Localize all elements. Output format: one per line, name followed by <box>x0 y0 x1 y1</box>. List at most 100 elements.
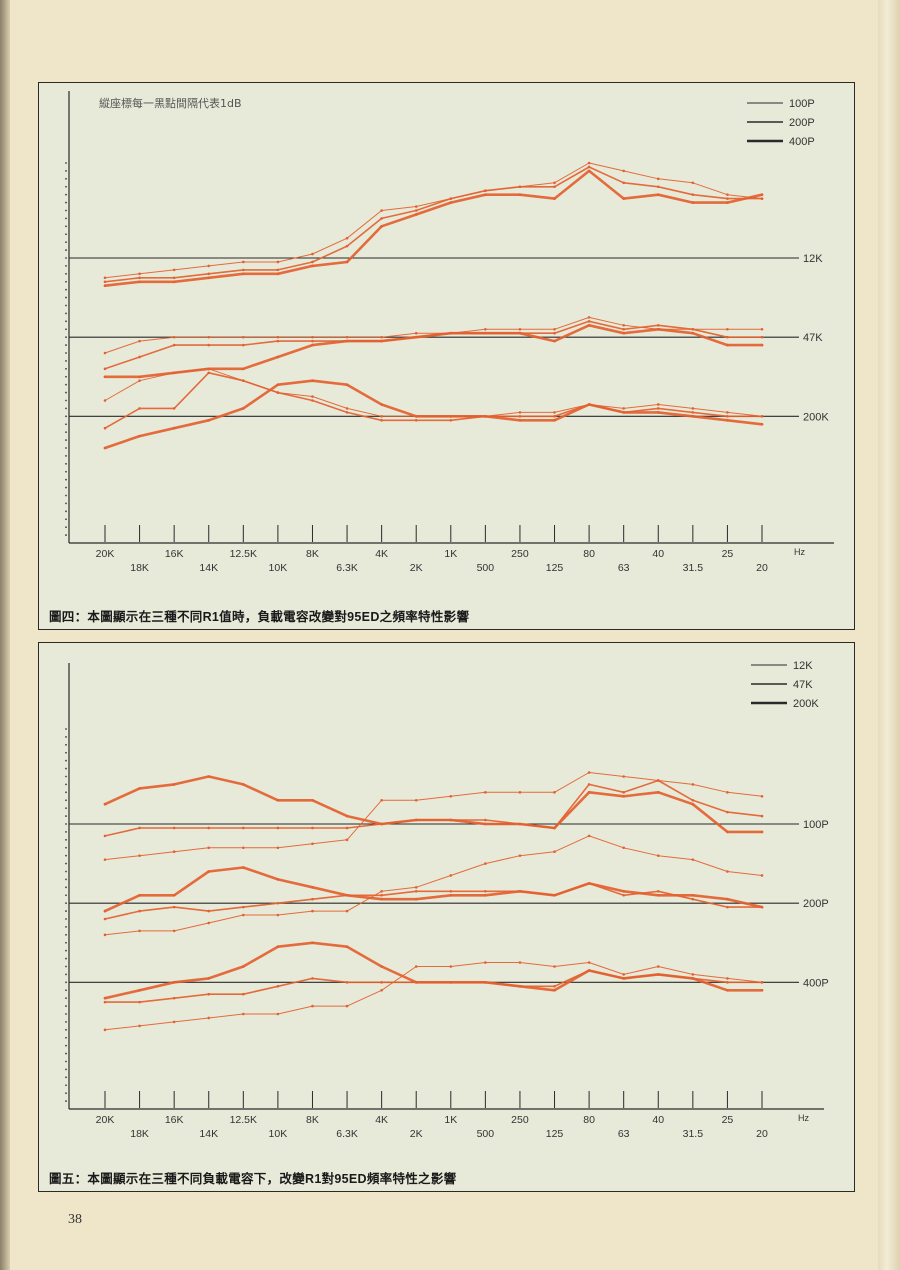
data-point <box>380 403 383 406</box>
data-point <box>587 791 591 794</box>
data-point <box>656 973 660 976</box>
data-point <box>172 1020 176 1024</box>
data-point <box>760 794 764 798</box>
data-point <box>726 897 729 901</box>
data-point <box>207 921 211 925</box>
x-tick-label: 63 <box>618 562 630 574</box>
y-axis-dot <box>65 1013 67 1015</box>
figure-5-caption: 圖五：本圖顯示在三種不同負載電容下，改變R1對95ED頻率特性之影響 <box>49 1172 457 1186</box>
data-point <box>691 407 695 410</box>
data-point <box>553 850 556 854</box>
data-point <box>726 988 729 992</box>
data-point <box>103 1028 107 1032</box>
data-point <box>553 826 556 830</box>
y-axis-dot <box>65 870 67 873</box>
data-point <box>760 874 764 877</box>
series-line <box>103 379 764 450</box>
data-point <box>138 787 141 790</box>
data-point <box>484 331 487 335</box>
data-point <box>138 988 141 992</box>
y-axis-dot <box>65 162 67 164</box>
data-point <box>276 268 280 272</box>
x-tick-label: 6.3K <box>336 1128 358 1140</box>
data-point <box>380 893 383 897</box>
data-point <box>414 209 418 212</box>
data-point <box>656 185 660 189</box>
data-point <box>691 327 695 331</box>
data-point <box>691 858 695 861</box>
data-point <box>518 415 522 418</box>
data-point <box>207 775 211 778</box>
y-axis-dot <box>65 486 67 489</box>
series-line <box>104 779 763 837</box>
x-tick-label: 2K <box>410 562 423 574</box>
x-tick-label: 500 <box>477 562 495 574</box>
y-axis-dot <box>65 185 67 188</box>
data-point <box>656 889 660 893</box>
y-axis-dot <box>65 375 67 378</box>
data-point <box>622 889 625 893</box>
data-point <box>656 323 660 327</box>
data-point <box>345 893 349 897</box>
y-axis-dot <box>65 759 67 762</box>
data-point <box>691 973 695 976</box>
data-point <box>553 411 556 414</box>
figure-5: 20K 18K 16K 14K 12.5K 10K 8K 6.3K 4K 2K 1K 500 250 12… <box>38 642 855 1192</box>
data-point <box>518 889 522 893</box>
data-point <box>138 854 141 857</box>
data-point <box>207 276 211 280</box>
data-point <box>587 403 591 406</box>
data-point <box>345 339 349 343</box>
data-point <box>311 252 314 256</box>
y-axis-dot <box>65 997 67 1000</box>
data-point <box>311 798 314 802</box>
data-point <box>587 161 591 165</box>
data-point <box>484 889 487 893</box>
y-axis-dot <box>65 799 67 802</box>
data-point <box>172 905 176 909</box>
y-axis-dot <box>65 815 67 817</box>
data-point <box>518 193 522 196</box>
data-point <box>691 893 695 897</box>
group-label: 200K <box>803 411 829 423</box>
data-point <box>380 988 383 992</box>
data-point <box>138 276 141 280</box>
data-point <box>414 818 418 822</box>
series-line <box>104 166 763 283</box>
data-point <box>380 822 383 826</box>
series-line <box>104 835 763 936</box>
data-point <box>345 909 349 913</box>
data-point <box>380 798 383 802</box>
y-axis-dot <box>65 249 67 251</box>
data-point <box>656 403 660 406</box>
data-point <box>553 965 556 968</box>
data-point <box>726 197 729 200</box>
data-point <box>622 327 625 331</box>
figure-4: 20K 18K 16K 14K 12.5K 10K 8K 6.3K 4K 2K 1K 500 250 12… <box>38 82 855 630</box>
y-axis-dot <box>65 367 67 370</box>
y-axis-dot <box>65 296 67 299</box>
data-point <box>242 826 245 830</box>
y-axis-dot <box>65 894 67 897</box>
data-point <box>103 802 107 806</box>
data-point <box>760 335 764 339</box>
data-point <box>484 893 487 897</box>
data-point <box>172 371 176 375</box>
data-point <box>138 1024 141 1028</box>
x-tick-label: 40 <box>652 548 664 560</box>
data-point <box>138 339 141 343</box>
legend-label: 200K <box>793 698 819 710</box>
data-point <box>449 981 453 984</box>
data-point <box>449 818 453 822</box>
data-point <box>207 846 211 850</box>
data-point <box>414 965 418 968</box>
y-axis-dot <box>65 1028 67 1031</box>
data-point <box>276 913 280 917</box>
data-point <box>242 913 245 917</box>
data-point <box>380 965 383 968</box>
x-tick-label: 8K <box>306 548 319 560</box>
x-tick-label: 1K <box>444 1114 457 1126</box>
data-point <box>345 945 349 949</box>
data-point <box>345 260 349 264</box>
data-point <box>172 426 176 430</box>
